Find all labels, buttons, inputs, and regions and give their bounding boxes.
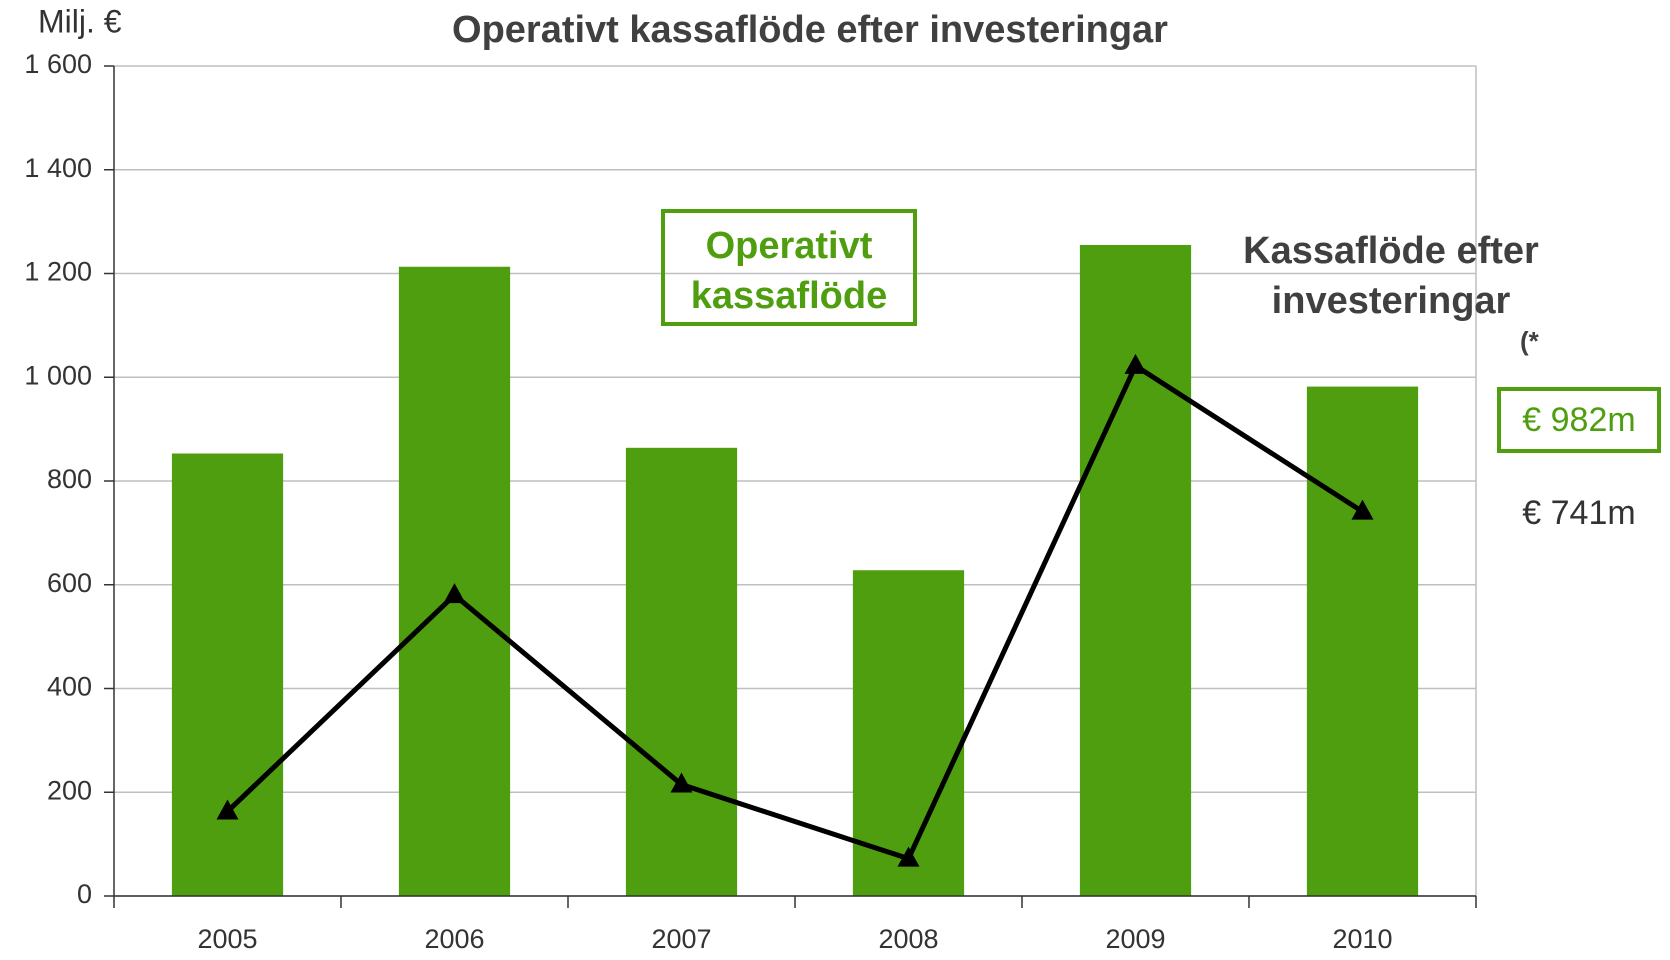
y-tick-label: 200 bbox=[47, 775, 92, 805]
x-tick-label: 2005 bbox=[197, 924, 257, 954]
value-label: € 741m bbox=[1522, 494, 1636, 532]
y-tick-label: 600 bbox=[47, 568, 92, 598]
marker bbox=[443, 583, 466, 604]
bar bbox=[1079, 244, 1192, 896]
marker bbox=[1124, 353, 1147, 374]
x-tick-label: 2009 bbox=[1105, 924, 1165, 954]
bar bbox=[625, 447, 738, 896]
x-tick-label: 2010 bbox=[1332, 924, 1392, 954]
bar bbox=[852, 570, 965, 896]
line bbox=[225, 362, 1364, 862]
x-tick-label: 2007 bbox=[651, 924, 711, 954]
y-tick-label: 400 bbox=[47, 672, 92, 702]
y-axis-label: Milj. € bbox=[38, 3, 122, 39]
chart-title: Operativt kassaflöde efter investeringar bbox=[452, 9, 1168, 51]
x-tick-label: 2008 bbox=[878, 924, 938, 954]
y-tick-label: 800 bbox=[47, 464, 92, 494]
bar bbox=[171, 453, 284, 896]
marker bbox=[1351, 499, 1374, 520]
legend-bar: Operativt kassaflöde bbox=[661, 209, 917, 326]
footnote-marker: (* bbox=[1520, 326, 1539, 356]
bar bbox=[398, 266, 511, 897]
legend-line: Kassaflöde efter investeringar bbox=[1243, 230, 1539, 322]
y-tick-label: 1 400 bbox=[24, 153, 92, 183]
y-tick-label: 0 bbox=[77, 879, 92, 909]
x-tick-label: 2006 bbox=[424, 924, 484, 954]
marker bbox=[897, 846, 920, 867]
marker bbox=[670, 772, 693, 793]
y-tick-label: 1 200 bbox=[24, 257, 92, 287]
bar bbox=[1306, 386, 1419, 896]
marker bbox=[216, 799, 239, 820]
value-label: € 982m bbox=[1497, 387, 1661, 453]
y-tick-label: 1 000 bbox=[24, 360, 92, 390]
y-tick-label: 1 600 bbox=[24, 49, 92, 79]
